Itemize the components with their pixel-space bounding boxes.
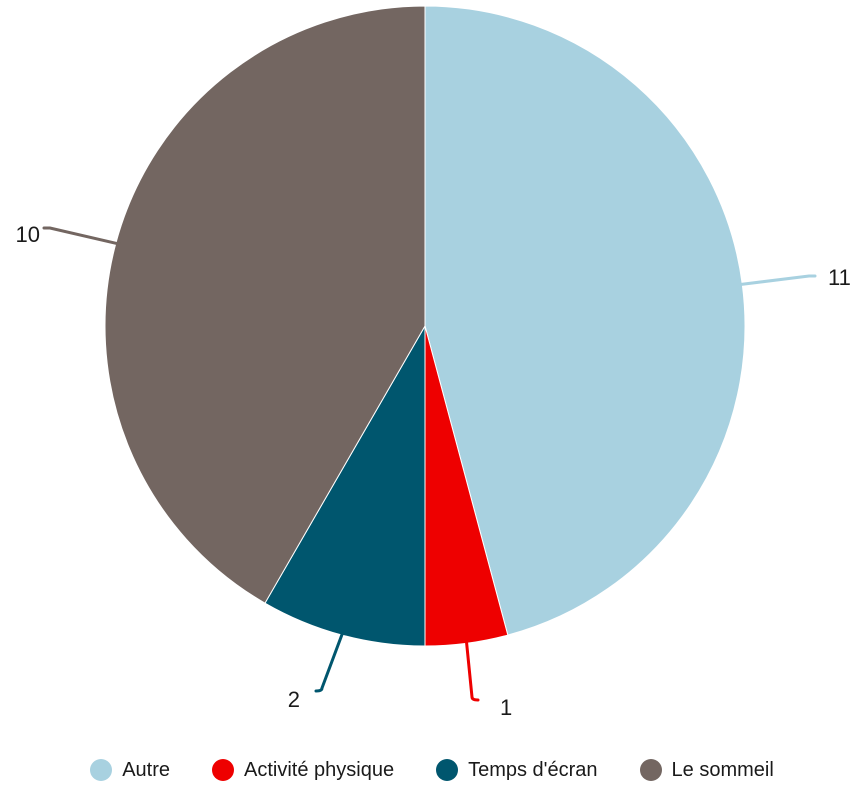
leader-lines bbox=[42, 226, 817, 702]
legend-swatch-temps-ecran bbox=[436, 759, 459, 781]
legend-label-autre: Autre bbox=[122, 758, 171, 781]
leader-line-autre bbox=[736, 274, 817, 287]
legend-label-le-sommeil: Le sommeil bbox=[671, 758, 774, 781]
legend-item-le-sommeil[interactable]: Le sommeil bbox=[639, 758, 774, 782]
data-label-activite-physique: 1 bbox=[500, 695, 512, 720]
legend-item-autre[interactable]: Autre bbox=[90, 759, 170, 782]
legend-swatch-autre bbox=[90, 759, 113, 781]
legend-label-temps-ecran: Temps d'écran bbox=[468, 758, 598, 781]
pie-slices bbox=[104, 5, 746, 647]
legend-item-activite-physique[interactable]: Activité physique bbox=[212, 759, 394, 782]
legend-label-activite-physique: Activité physique bbox=[244, 758, 395, 781]
legend-item-temps-ecran[interactable]: Temps d'écran bbox=[436, 758, 598, 782]
data-label-temps-d-ecran: 2 bbox=[288, 687, 300, 712]
leader-line-activite-physique bbox=[464, 637, 480, 702]
data-label-le-sommeil: 10 bbox=[16, 222, 40, 247]
legend: Autre Activité physique Temps d'écran Le… bbox=[0, 750, 864, 790]
leader-line-temps-d-ecran bbox=[314, 629, 345, 693]
legend-swatch-le-sommeil bbox=[639, 759, 662, 781]
data-label-autre: 11 bbox=[828, 265, 851, 290]
legend-swatch-activite-physique bbox=[212, 759, 235, 781]
leader-line-le-sommeil bbox=[42, 226, 122, 246]
